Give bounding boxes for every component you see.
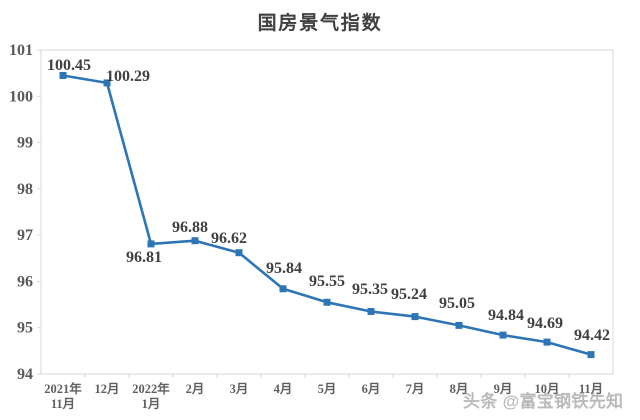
svg-text:97: 97 <box>17 227 33 244</box>
svg-text:2月: 2月 <box>186 382 205 396</box>
svg-text:98: 98 <box>17 181 33 198</box>
svg-text:5月: 5月 <box>318 382 337 396</box>
svg-text:6月: 6月 <box>362 382 381 396</box>
svg-text:12月: 12月 <box>94 382 119 396</box>
svg-text:94.84: 94.84 <box>488 307 524 324</box>
svg-text:1月: 1月 <box>142 397 161 411</box>
svg-text:7月: 7月 <box>406 382 425 396</box>
svg-text:94.42: 94.42 <box>574 327 610 344</box>
svg-text:96.62: 96.62 <box>211 230 247 247</box>
svg-text:4月: 4月 <box>274 382 293 396</box>
svg-text:11月: 11月 <box>51 397 75 411</box>
svg-text:100.29: 100.29 <box>106 68 150 85</box>
svg-text:100: 100 <box>9 88 33 105</box>
svg-text:94: 94 <box>17 366 33 383</box>
svg-text:101: 101 <box>9 42 33 59</box>
svg-text:95.84: 95.84 <box>266 260 302 277</box>
svg-text:100.45: 100.45 <box>47 57 91 74</box>
svg-text:3月: 3月 <box>230 382 249 396</box>
svg-text:95: 95 <box>17 320 33 337</box>
svg-text:94.69: 94.69 <box>527 315 563 332</box>
svg-text:2021年: 2021年 <box>44 381 82 396</box>
svg-text:96.81: 96.81 <box>126 249 162 266</box>
svg-text:95.05: 95.05 <box>439 295 475 312</box>
svg-text:2022年: 2022年 <box>132 381 170 396</box>
svg-text:95.55: 95.55 <box>309 273 345 290</box>
svg-text:96.88: 96.88 <box>172 219 208 236</box>
svg-text:96: 96 <box>17 273 33 290</box>
svg-text:99: 99 <box>17 135 33 152</box>
svg-text:95.35: 95.35 <box>352 281 388 298</box>
svg-text:95.24: 95.24 <box>391 286 427 303</box>
